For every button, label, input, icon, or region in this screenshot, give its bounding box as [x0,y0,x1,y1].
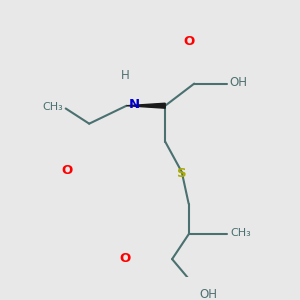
Polygon shape [127,103,165,108]
Text: O: O [183,35,194,48]
Text: N: N [129,98,140,111]
Text: O: O [119,252,131,265]
Text: CH₃: CH₃ [42,102,63,112]
Text: O: O [61,164,73,177]
Text: OH: OH [200,288,218,300]
Text: H: H [121,69,130,82]
Text: S: S [177,167,187,180]
Text: OH: OH [230,76,247,89]
Text: CH₃: CH₃ [230,228,251,239]
